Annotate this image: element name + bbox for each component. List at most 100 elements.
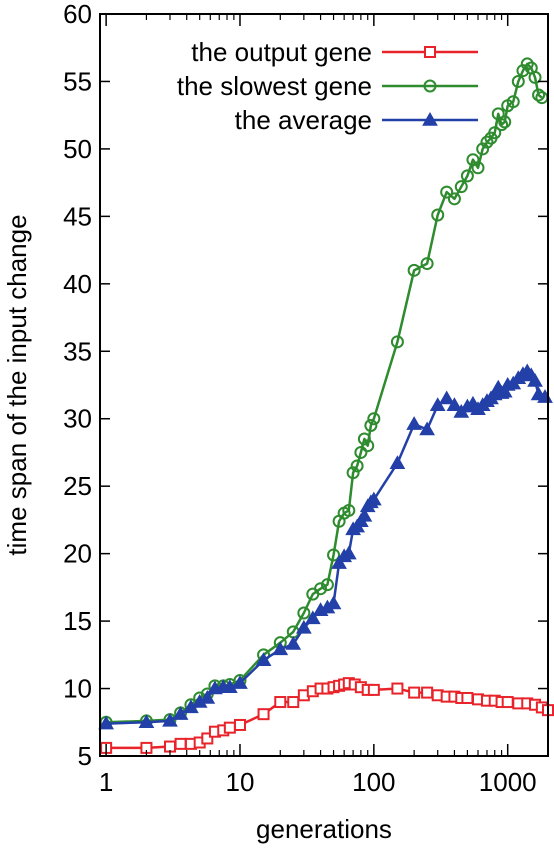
y-tick-label: 30 xyxy=(63,404,92,434)
data-point-triangle xyxy=(356,507,373,522)
data-point-square xyxy=(223,721,236,734)
y-tick-label: 20 xyxy=(63,539,92,569)
data-point-square xyxy=(201,732,214,745)
series-triangle xyxy=(98,363,553,730)
data-point-triangle xyxy=(419,421,435,436)
data-point-triangle xyxy=(285,636,302,650)
y-tick-label: 55 xyxy=(63,66,92,96)
data-point-triangle xyxy=(389,455,406,469)
series-square xyxy=(100,677,554,754)
data-point-square xyxy=(408,686,421,699)
data-point-circle xyxy=(346,466,360,480)
data-point-triangle xyxy=(365,491,382,506)
data-point-circle xyxy=(354,445,368,459)
y-tick-label: 50 xyxy=(63,134,92,164)
data-point-circle xyxy=(297,606,311,620)
legend-label: the average xyxy=(235,105,372,135)
data-point-circle xyxy=(314,582,328,596)
y-tick-label: 10 xyxy=(63,674,92,704)
data-point-circle xyxy=(532,88,546,102)
data-point-circle xyxy=(420,257,434,271)
data-point-circle xyxy=(495,118,509,132)
legend-label: the slowest gene xyxy=(177,71,372,101)
data-point-triangle xyxy=(221,679,238,693)
data-point-triangle xyxy=(304,610,321,625)
data-point-circle xyxy=(364,418,378,432)
data-point-triangle xyxy=(232,675,248,689)
data-point-circle xyxy=(407,263,421,277)
x-tick-label: 1000 xyxy=(479,767,537,797)
data-point-triangle xyxy=(255,652,272,666)
data-point-circle xyxy=(506,95,520,109)
data-point-triangle xyxy=(406,416,423,430)
data-point-circle xyxy=(528,70,542,84)
data-point-triangle xyxy=(272,641,289,656)
series-layer xyxy=(98,57,554,754)
data-point-square xyxy=(257,708,270,721)
data-point-circle xyxy=(390,335,404,349)
data-point-circle xyxy=(460,169,474,183)
data-point-circle xyxy=(342,503,356,517)
data-point-circle xyxy=(357,432,371,446)
data-point-circle xyxy=(320,578,334,592)
x-tick-label: 100 xyxy=(352,767,395,797)
x-tick-label: 1 xyxy=(99,767,113,797)
y-tick-label: 35 xyxy=(63,336,92,366)
data-point-circle xyxy=(440,185,454,199)
axis-layer: 5 10 15 20 25 30 35 40 45 50 55 60 1 10 100 1000 xyxy=(63,0,549,797)
data-point-triangle xyxy=(98,715,114,730)
data-point-square xyxy=(391,682,404,695)
data-point-triangle xyxy=(438,390,455,405)
data-point-circle xyxy=(520,57,534,71)
data-point-circle xyxy=(488,126,502,140)
data-point-circle xyxy=(431,208,445,222)
data-point-circle xyxy=(361,439,375,453)
data-point-circle xyxy=(511,74,525,88)
data-point-circle xyxy=(350,459,364,473)
data-point-circle xyxy=(367,412,381,426)
data-point-triangle xyxy=(295,619,312,634)
data-point-square xyxy=(174,737,187,750)
y-tick-label: 15 xyxy=(63,606,92,636)
legend-marker xyxy=(424,46,436,58)
y-tick-label: 5 xyxy=(78,741,92,771)
data-point-triangle xyxy=(172,706,189,720)
data-point-triangle xyxy=(429,397,446,411)
data-point-circle xyxy=(471,161,485,175)
data-point-square xyxy=(233,718,246,731)
legend-marker xyxy=(423,79,437,93)
data-point-circle xyxy=(516,64,530,78)
y-axis-label: time span of the input change xyxy=(2,214,32,555)
data-point-triangle xyxy=(446,397,463,411)
data-point-circle xyxy=(447,192,461,206)
data-point-triangle xyxy=(162,712,178,727)
data-point-square xyxy=(274,696,287,709)
legend-label: the output gene xyxy=(191,37,372,67)
x-tick-label: 10 xyxy=(226,767,255,797)
data-point-triangle xyxy=(199,689,216,704)
y-tick-label: 45 xyxy=(63,201,92,231)
data-point-circle xyxy=(480,135,494,149)
data-point-triangle xyxy=(527,372,543,387)
data-point-triangle xyxy=(340,545,357,560)
data-point-square xyxy=(287,696,300,709)
data-point-triangle xyxy=(331,555,347,569)
y-tick-label: 25 xyxy=(63,471,92,501)
y-tick-label: 40 xyxy=(63,269,92,299)
legend: the output gene the slowest gene the avera… xyxy=(177,37,478,135)
data-point-circle xyxy=(498,115,512,129)
data-point-triangle xyxy=(496,383,513,398)
plot-frame xyxy=(99,13,549,757)
legend-marker xyxy=(422,111,438,126)
data-point-square xyxy=(421,686,434,699)
data-point-triangle xyxy=(138,714,155,729)
x-axis-label: generations xyxy=(256,814,392,844)
data-point-triangle xyxy=(325,595,342,610)
data-point-circle xyxy=(327,548,341,562)
data-point-circle xyxy=(454,180,468,194)
data-point-square xyxy=(367,683,380,696)
data-point-square xyxy=(461,691,474,704)
data-point-square xyxy=(501,696,514,709)
